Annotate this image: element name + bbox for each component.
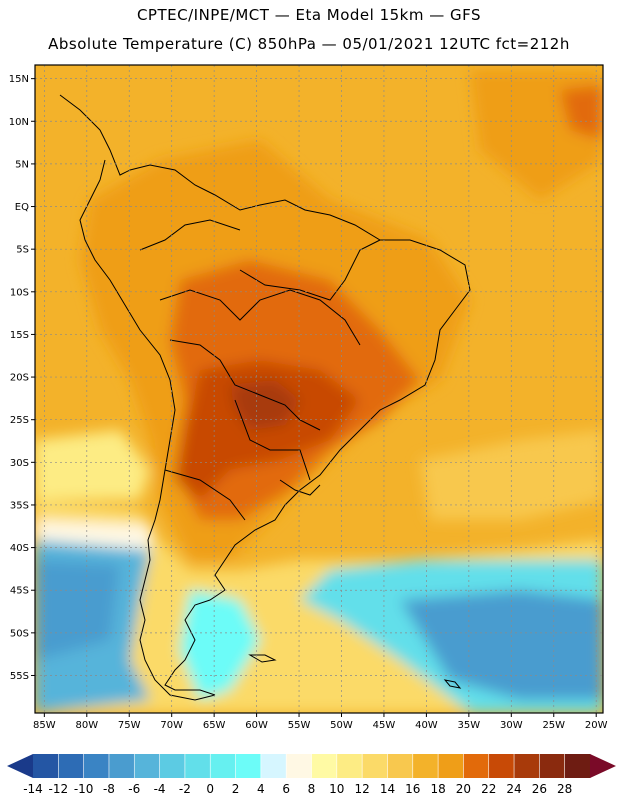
grid-lines (35, 65, 603, 713)
latitude-label: 45S (10, 586, 29, 597)
colorbar-label: 0 (206, 782, 214, 796)
latitude-label: 40S (10, 543, 29, 554)
colorbar-swatch (235, 754, 262, 778)
longitude-label: 50W (330, 720, 353, 731)
longitude-label: 65W (203, 720, 226, 731)
longitude-label: 30W (500, 720, 523, 731)
colorbar-label: 6 (282, 782, 290, 796)
colorbar-label: 26 (532, 782, 547, 796)
colorbar-swatch (539, 754, 566, 778)
map-subtitle: Absolute Temperature (C) 850hPa — 05/01/… (48, 35, 570, 53)
colorbar-swatch (311, 754, 338, 778)
longitude-label: 75W (118, 720, 141, 731)
longitude-label: 60W (245, 720, 268, 731)
latitude-label: 35S (10, 500, 29, 511)
latitude-label: 20S (10, 373, 29, 384)
colorbar-swatch (108, 754, 135, 778)
longitude-label: 85W (33, 720, 56, 731)
colorbar-swatch (33, 754, 59, 778)
colorbar-swatch (159, 754, 186, 778)
latitude-label: 5N (15, 159, 29, 170)
colorbar-swatch (210, 754, 237, 778)
colorbar-label: -2 (179, 782, 191, 796)
colorbar-swatch (58, 754, 85, 778)
colorbar-label: 20 (456, 782, 471, 796)
longitude-axis: 85W 80W 75W 70W 65W 60W 55W 50W 45W 40W 35W 30W 25W 2… (33, 713, 608, 731)
latitude-label: 55S (10, 671, 29, 682)
colorbar-label: -4 (154, 782, 166, 796)
longitude-label: 55W (288, 720, 311, 731)
latitude-label: 5S (16, 245, 29, 256)
colorbar-swatch (387, 754, 414, 778)
colorbar-swatch (463, 754, 490, 778)
colorbar-label: -10 (74, 782, 94, 796)
colorbar-swatch (83, 754, 110, 778)
latitude-label: 10S (10, 287, 29, 298)
latitude-label: EQ (15, 202, 29, 213)
colorbar-label: 10 (329, 782, 344, 796)
longitude-label: 40W (415, 720, 438, 731)
colorbar-label: 22 (481, 782, 496, 796)
latitude-axis: 15N 10N 5N EQ 5S 10S 15S 20S 25S 30S 35S 40S 45S 50S 5… (9, 74, 35, 682)
colorbar-label: -14 (23, 782, 43, 796)
colorbar-swatch (564, 754, 591, 778)
longitude-label: 25W (542, 720, 565, 731)
colorbar-swatch (438, 754, 464, 778)
latitude-label: 15N (9, 74, 29, 85)
colorbar-swatch (336, 754, 363, 778)
colorbar-label: 8 (308, 782, 316, 796)
longitude-label: 80W (75, 720, 98, 731)
colorbar-swatch (286, 754, 312, 778)
colorbar-swatch (184, 754, 211, 778)
colorbar-label: 18 (430, 782, 445, 796)
colorbar-label: -6 (128, 782, 140, 796)
colorbar-swatch (488, 754, 515, 778)
colorbar-label: 14 (380, 782, 395, 796)
latitude-label: 10N (9, 117, 29, 128)
colorbar-swatch (362, 754, 388, 778)
colorbar: -14 -12 -10 -8 -6 -4 -2 0 2 4 6 8 10 12 14 16 18 20 22 24 26… (7, 754, 616, 796)
longitude-label: 20W (585, 720, 608, 731)
colorbar-swatch (260, 754, 287, 778)
colorbar-swatch (412, 754, 439, 778)
map-frame (34, 64, 604, 714)
colorbar-min-triangle (7, 754, 33, 778)
colorbar-label: 28 (557, 782, 572, 796)
colorbar-label: -8 (103, 782, 115, 796)
coastlines (59, 94, 471, 701)
colorbar-label: 12 (354, 782, 369, 796)
colorbar-label: 4 (257, 782, 265, 796)
colorbar-swatch (134, 754, 161, 778)
colorbar-label: 2 (232, 782, 240, 796)
latitude-label: 15S (10, 330, 29, 341)
longitude-label: 35W (458, 720, 481, 731)
temperature-field (35, 65, 603, 713)
map-title: CPTEC/INPE/MCT — Eta Model 15km — GFS (136, 6, 482, 24)
colorbar-label: -12 (49, 782, 69, 796)
latitude-label: 50S (10, 628, 29, 639)
colorbar-label: 24 (506, 782, 521, 796)
colorbar-swatch (514, 754, 540, 778)
latitude-label: 30S (10, 458, 29, 469)
colorbar-max-triangle (590, 754, 616, 778)
longitude-label: 45W (373, 720, 396, 731)
latitude-label: 25S (10, 415, 29, 426)
colorbar-label: 16 (405, 782, 420, 796)
longitude-label: 70W (160, 720, 183, 731)
